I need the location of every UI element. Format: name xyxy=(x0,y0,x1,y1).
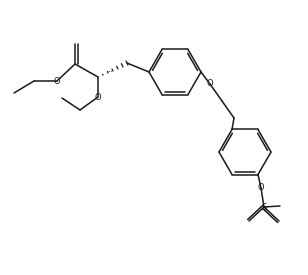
Text: O: O xyxy=(95,92,101,101)
Text: O: O xyxy=(207,79,213,89)
Text: O: O xyxy=(54,76,60,86)
Text: O: O xyxy=(258,183,264,192)
Text: S: S xyxy=(261,202,267,211)
Text: ···: ··· xyxy=(106,69,113,75)
